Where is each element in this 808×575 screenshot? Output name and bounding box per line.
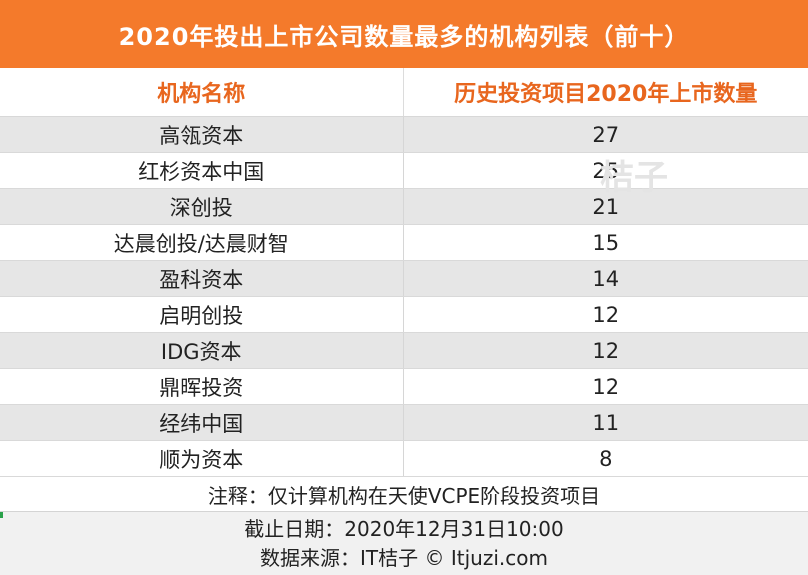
deadline-text: 截止日期：2020年12月31日10:00 — [244, 516, 564, 541]
institution-name: 顺为资本 — [0, 440, 404, 477]
ipo-count: 15 — [403, 224, 808, 261]
ipo-count: 14 — [403, 260, 808, 297]
meta-info: 截止日期：2020年12月31日10:00 数据来源：IT桔子 © Itjuzi… — [0, 512, 808, 575]
institution-name: 经纬中国 — [0, 404, 404, 441]
table-header-row: 机构名称 历史投资项目2020年上市数量 — [0, 68, 808, 117]
ipo-count: 12 — [403, 296, 808, 333]
table-row: 顺为资本 8 — [0, 440, 808, 477]
footnote: 注释：仅计算机构在天使VCPE阶段投资项目 — [0, 477, 808, 512]
table-row: 达晨创投/达晨财智 15 — [0, 224, 808, 261]
ipo-count: 27 — [403, 116, 808, 153]
table-row: 红杉资本中国 25 — [0, 152, 808, 189]
institution-name: 红杉资本中国 — [0, 152, 404, 189]
column-header-institution: 机构名称 — [0, 68, 404, 117]
institution-name: 启明创投 — [0, 296, 404, 333]
table-row: 盈科资本 14 — [0, 260, 808, 297]
footer: 注释：仅计算机构在天使VCPE阶段投资项目 截止日期：2020年12月31日10… — [0, 477, 808, 575]
table-row: 高瓴资本 27 — [0, 116, 808, 153]
institution-name: 深创投 — [0, 188, 404, 225]
ipo-count: 12 — [403, 332, 808, 369]
institution-name: 鼎晖投资 — [0, 368, 404, 405]
source-text: 数据来源：IT桔子 © Itjuzi.com — [260, 545, 548, 570]
institution-name: IDG资本 — [0, 332, 404, 369]
page-title: 2020年投出上市公司数量最多的机构列表（前十） — [0, 0, 808, 68]
ranking-table: 机构名称 历史投资项目2020年上市数量 高瓴资本 27 红杉资本中国 25 深… — [0, 68, 808, 477]
institution-name: 盈科资本 — [0, 260, 404, 297]
table-row: 鼎晖投资 12 — [0, 368, 808, 405]
table-row: IDG资本 12 — [0, 332, 808, 369]
table-row: 经纬中国 11 — [0, 404, 808, 441]
edge-marker — [0, 512, 3, 518]
table-row: 启明创投 12 — [0, 296, 808, 333]
column-header-ipo-count: 历史投资项目2020年上市数量 — [403, 68, 808, 117]
ipo-count: 21 — [403, 188, 808, 225]
ipo-count: 8 — [403, 440, 808, 477]
table-row: 深创投 21 — [0, 188, 808, 225]
ipo-count: 11 — [403, 404, 808, 441]
ipo-count: 12 — [403, 368, 808, 405]
institution-name: 高瓴资本 — [0, 116, 404, 153]
ipo-count: 25 — [403, 152, 808, 189]
institution-name: 达晨创投/达晨财智 — [0, 224, 404, 261]
